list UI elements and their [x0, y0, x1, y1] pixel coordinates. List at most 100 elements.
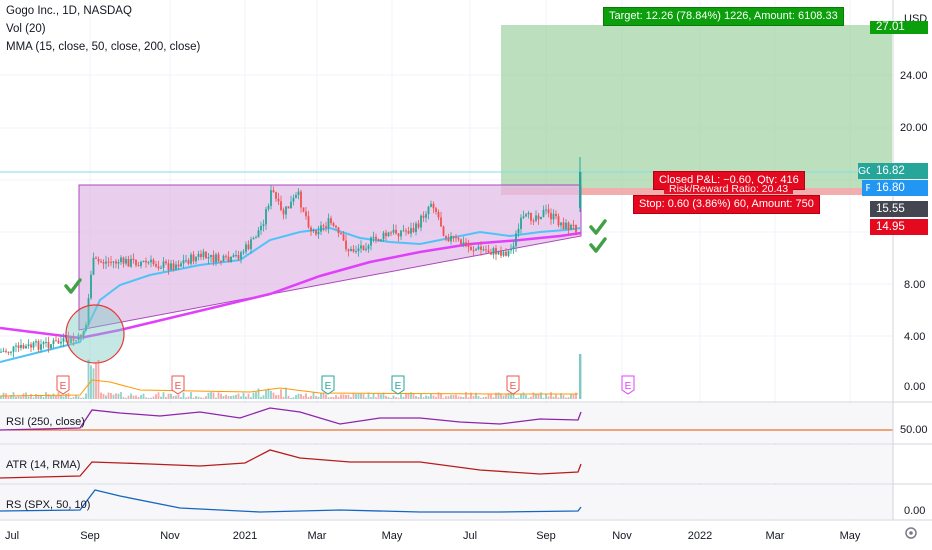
target-zone[interactable]: [501, 25, 892, 188]
volume-legend[interactable]: Vol (20): [6, 23, 46, 35]
pane-separators[interactable]: [0, 401, 932, 521]
volume-bar: [562, 395, 565, 399]
earnings-flag-icon[interactable]: [56, 375, 635, 395]
candle-body: [95, 257, 97, 259]
candle-body: [335, 225, 337, 228]
candle-body: [565, 222, 567, 230]
volume-bar: [482, 397, 485, 399]
candle-body: [372, 236, 375, 238]
volume-bar: [435, 396, 437, 399]
candle-body: [305, 211, 307, 217]
candle-body: [367, 245, 370, 249]
volume-bar: [192, 397, 195, 399]
volume-bar: [265, 389, 267, 399]
candle-body: [505, 251, 507, 256]
candle-body: [575, 225, 577, 233]
candle-body: [347, 249, 350, 252]
candlestick-series[interactable]: [0, 157, 582, 358]
volume-bar: [407, 393, 410, 399]
volume-bar: [372, 393, 375, 399]
candle-body: [572, 224, 575, 226]
atr-legend[interactable]: ATR (14, RMA): [6, 459, 81, 471]
volume-bar: [237, 393, 240, 399]
volume-bar: [565, 397, 567, 399]
volume-bar: [37, 395, 40, 399]
volume-bar: [295, 395, 297, 399]
earnings-label: E: [175, 381, 182, 392]
mma-legend[interactable]: MMA (15, close, 50, close, 200, close): [6, 41, 201, 53]
candle-body: [440, 217, 442, 227]
volume-bar: [65, 393, 67, 399]
volume-bar: [165, 397, 167, 399]
ascending-triangle-pattern[interactable]: [78, 184, 582, 331]
volume-bar: [200, 397, 202, 399]
price-axis[interactable]: USD 24.00 20.00 8.00 4.00 0.00 50.00 0.0…: [892, 0, 928, 520]
time-tick: Nov: [612, 530, 632, 542]
volume-bar: [352, 393, 355, 399]
volume-bar: [127, 395, 130, 399]
candle-body: [210, 254, 212, 258]
candle-body: [92, 257, 95, 275]
risk-reward-label[interactable]: Risk/Reward Ratio: 20.43: [664, 184, 794, 194]
candle-body: [125, 259, 127, 264]
candle-body: [142, 260, 145, 262]
candle-body: [382, 232, 385, 240]
volume-bar: [422, 397, 425, 399]
volume-bar: [500, 393, 502, 399]
candle-body: [12, 346, 15, 352]
candle-body: [32, 342, 35, 348]
volume-bar: [492, 397, 495, 399]
candle-body: [547, 209, 550, 213]
symbol-legend[interactable]: Gogo Inc., 1D, NASDAQ: [6, 5, 132, 17]
volume-bar: [257, 388, 260, 399]
volume-bar: [15, 396, 17, 399]
candle-body: [257, 230, 260, 238]
candle-body: [387, 232, 390, 237]
volume-bar: [75, 395, 77, 399]
candle-body: [327, 218, 330, 228]
rsi-legend[interactable]: RSI (250, close): [6, 416, 85, 428]
volume-bar: [247, 393, 250, 399]
time-axis[interactable]: Jul Sep Nov 2021 Mar May Jul Sep Nov 202…: [5, 530, 861, 542]
stop-label[interactable]: Stop: 0.60 (3.86%) 60, Amount: 750: [633, 195, 820, 214]
volume-bar: [182, 392, 185, 399]
volume-bar: [382, 392, 385, 399]
volume-bar: [530, 396, 532, 399]
volume-bar: [507, 392, 510, 399]
rs-legend[interactable]: RS (SPX, 50, 10): [6, 499, 91, 511]
volume-bar: [557, 397, 560, 399]
volume-bar: [447, 396, 450, 399]
breakout-circle[interactable]: [65, 304, 125, 364]
volume-bar: [547, 396, 550, 399]
volume-bar: [35, 394, 37, 399]
candle-body: [120, 257, 122, 263]
volume-bar: [357, 393, 360, 399]
candle-body: [182, 260, 185, 264]
target-label[interactable]: Target: 12.26 (78.84%) 1226, Amount: 610…: [603, 7, 844, 26]
volume-bar: [322, 393, 325, 399]
volume-bar: [440, 393, 442, 399]
volume-bar: [212, 392, 215, 399]
volume-bar: [67, 393, 70, 399]
candle-body: [152, 259, 155, 265]
candle-body: [520, 217, 522, 229]
candle-body: [27, 344, 30, 346]
earnings-label: E: [325, 381, 332, 392]
volume-bar: [130, 393, 132, 399]
candle-body: [220, 261, 222, 263]
candle-body: [107, 261, 110, 263]
candle-body: [517, 228, 520, 234]
settings-icon[interactable]: [905, 527, 917, 539]
candle-body: [455, 237, 457, 239]
candle-body: [530, 212, 532, 221]
candle-body: [47, 341, 50, 349]
volume-bar: [142, 393, 145, 399]
candle-body: [462, 242, 465, 245]
volume-bar: [415, 395, 417, 399]
candle-body: [217, 254, 220, 262]
candle-body: [5, 350, 7, 352]
volume-bar: [460, 396, 462, 399]
volume-bar: [317, 396, 320, 399]
candle-body: [510, 249, 512, 251]
